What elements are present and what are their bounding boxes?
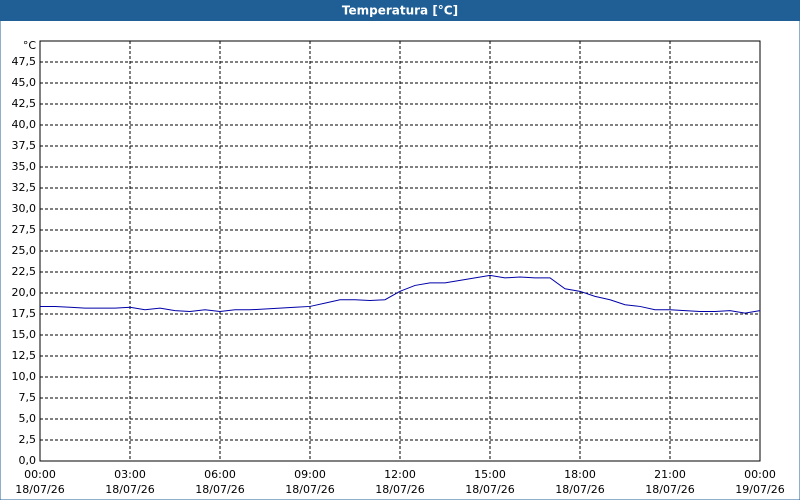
y-tick-label: 32,5 (12, 181, 37, 194)
x-tick-date: 18/07/26 (555, 483, 604, 496)
x-tick-date: 18/07/26 (645, 483, 694, 496)
y-tick-label: 15,0 (12, 328, 37, 341)
title-bar (0, 0, 800, 21)
y-tick-label: 45,0 (12, 76, 37, 89)
y-tick-label: 7,5 (19, 391, 37, 404)
y-tick-label: 35,0 (12, 160, 37, 173)
y-tick-label: 25,0 (12, 244, 37, 257)
y-tick-label: 30,0 (12, 202, 37, 215)
y-tick-label: 37,5 (12, 139, 37, 152)
x-tick-date: 18/07/26 (195, 483, 244, 496)
window-title: Temperatura [°C] (342, 4, 458, 18)
y-tick-label: 17,5 (12, 307, 37, 320)
data-line (40, 274, 761, 314)
x-tick-label: 06:00 (204, 468, 236, 481)
x-tick-label: 00:00 (24, 468, 56, 481)
y-tick-label: 0,0 (19, 454, 37, 467)
x-tick-date: 18/07/26 (375, 483, 424, 496)
y-unit: °C (23, 39, 37, 52)
x-tick-date: 18/07/26 (285, 483, 334, 496)
x-tick-label: 00:00 (744, 468, 776, 481)
y-tick-label: 20,0 (12, 286, 37, 299)
x-tick-label: 15:00 (474, 468, 506, 481)
y-tick-label: 12,5 (12, 349, 37, 362)
x-tick-label: 12:00 (384, 468, 416, 481)
y-tick-label: 2,5 (19, 433, 37, 446)
y-tick-label: 10,0 (12, 370, 37, 383)
y-tick-label: 40,0 (12, 118, 37, 131)
plot-frame (39, 40, 761, 462)
x-tick-label: 03:00 (114, 468, 146, 481)
y-tick-label: 42,5 (12, 97, 37, 110)
y-tick-label: 47,5 (12, 55, 37, 68)
x-tick-date: 18/07/26 (105, 483, 154, 496)
x-tick-label: 18:00 (564, 468, 596, 481)
x-tick-date: 19/07/26 (735, 483, 784, 496)
x-tick-label: 21:00 (654, 468, 686, 481)
y-tick-label: 5,0 (19, 412, 37, 425)
x-tick-date: 18/07/26 (465, 483, 514, 496)
x-tick-date: 18/07/26 (15, 483, 64, 496)
y-tick-label: 27,5 (12, 223, 37, 236)
y-tick-label: 22,5 (12, 265, 37, 278)
x-tick-label: 09:00 (294, 468, 326, 481)
